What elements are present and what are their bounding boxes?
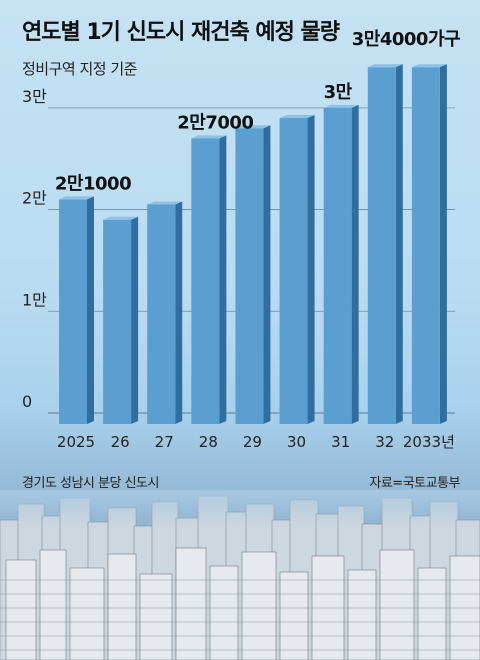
bar-side (395, 64, 403, 425)
bar (59, 199, 87, 424)
data-label: 3만 (324, 82, 353, 103)
bar-top (59, 196, 94, 200)
x-tick-label: 31 (331, 433, 350, 451)
bar-top (367, 64, 403, 68)
data-label: 2만7000 (177, 112, 253, 133)
x-tick-label: 2033년 (403, 433, 455, 451)
x-tick-label: 2025 (57, 433, 95, 451)
bar (235, 128, 264, 424)
bar-top (191, 135, 227, 139)
bar-top (279, 115, 315, 119)
bar-side (307, 115, 315, 425)
x-tick-label: 32 (375, 433, 394, 451)
x-tick-label: 27 (155, 433, 174, 451)
bar-side (131, 216, 139, 424)
bar-top (323, 104, 359, 108)
bar (103, 219, 132, 424)
city-skyline-photo (0, 490, 480, 660)
bar (411, 67, 440, 425)
bar-side (219, 135, 227, 424)
x-tick-label: 26 (111, 433, 130, 451)
data-label: 2만1000 (55, 173, 131, 194)
x-tick-label: 30 (287, 433, 306, 451)
bar (279, 118, 308, 425)
chart-subtitle: 정비구역 지정 기준 (22, 60, 137, 78)
bar-side (351, 104, 359, 424)
bar-side (439, 64, 447, 425)
bar-top (235, 125, 271, 129)
y-tick-label: 1만 (22, 290, 47, 309)
x-tick-label: 28 (199, 433, 218, 451)
bar (367, 67, 396, 425)
bar-side (87, 196, 94, 424)
bar (147, 204, 176, 424)
bar (323, 107, 352, 424)
y-tick-label: 2만 (22, 189, 47, 208)
x-tick-label: 29 (243, 433, 262, 451)
source-note: 자료=국토교통부 (369, 476, 460, 491)
y-tick-label: 0 (22, 392, 32, 411)
chart-title: 연도별 1기 신도시 재건축 예정 물량 (22, 20, 340, 45)
bar-side (263, 125, 271, 424)
bar-chart: 0 1만 2만 3만 2025 26 27 28 29 30 31 32 2033년 2만1000 2만70… (22, 29, 461, 451)
y-tick-label: 3만 (22, 87, 47, 106)
photo-caption: 경기도 성남시 분당 신도시 (22, 476, 159, 491)
bar-side (175, 201, 183, 424)
bar-top (147, 201, 183, 205)
bar (191, 138, 220, 424)
bar-top (103, 216, 139, 220)
bar-top (411, 64, 447, 68)
data-label: 3만4000가구 (352, 29, 460, 50)
